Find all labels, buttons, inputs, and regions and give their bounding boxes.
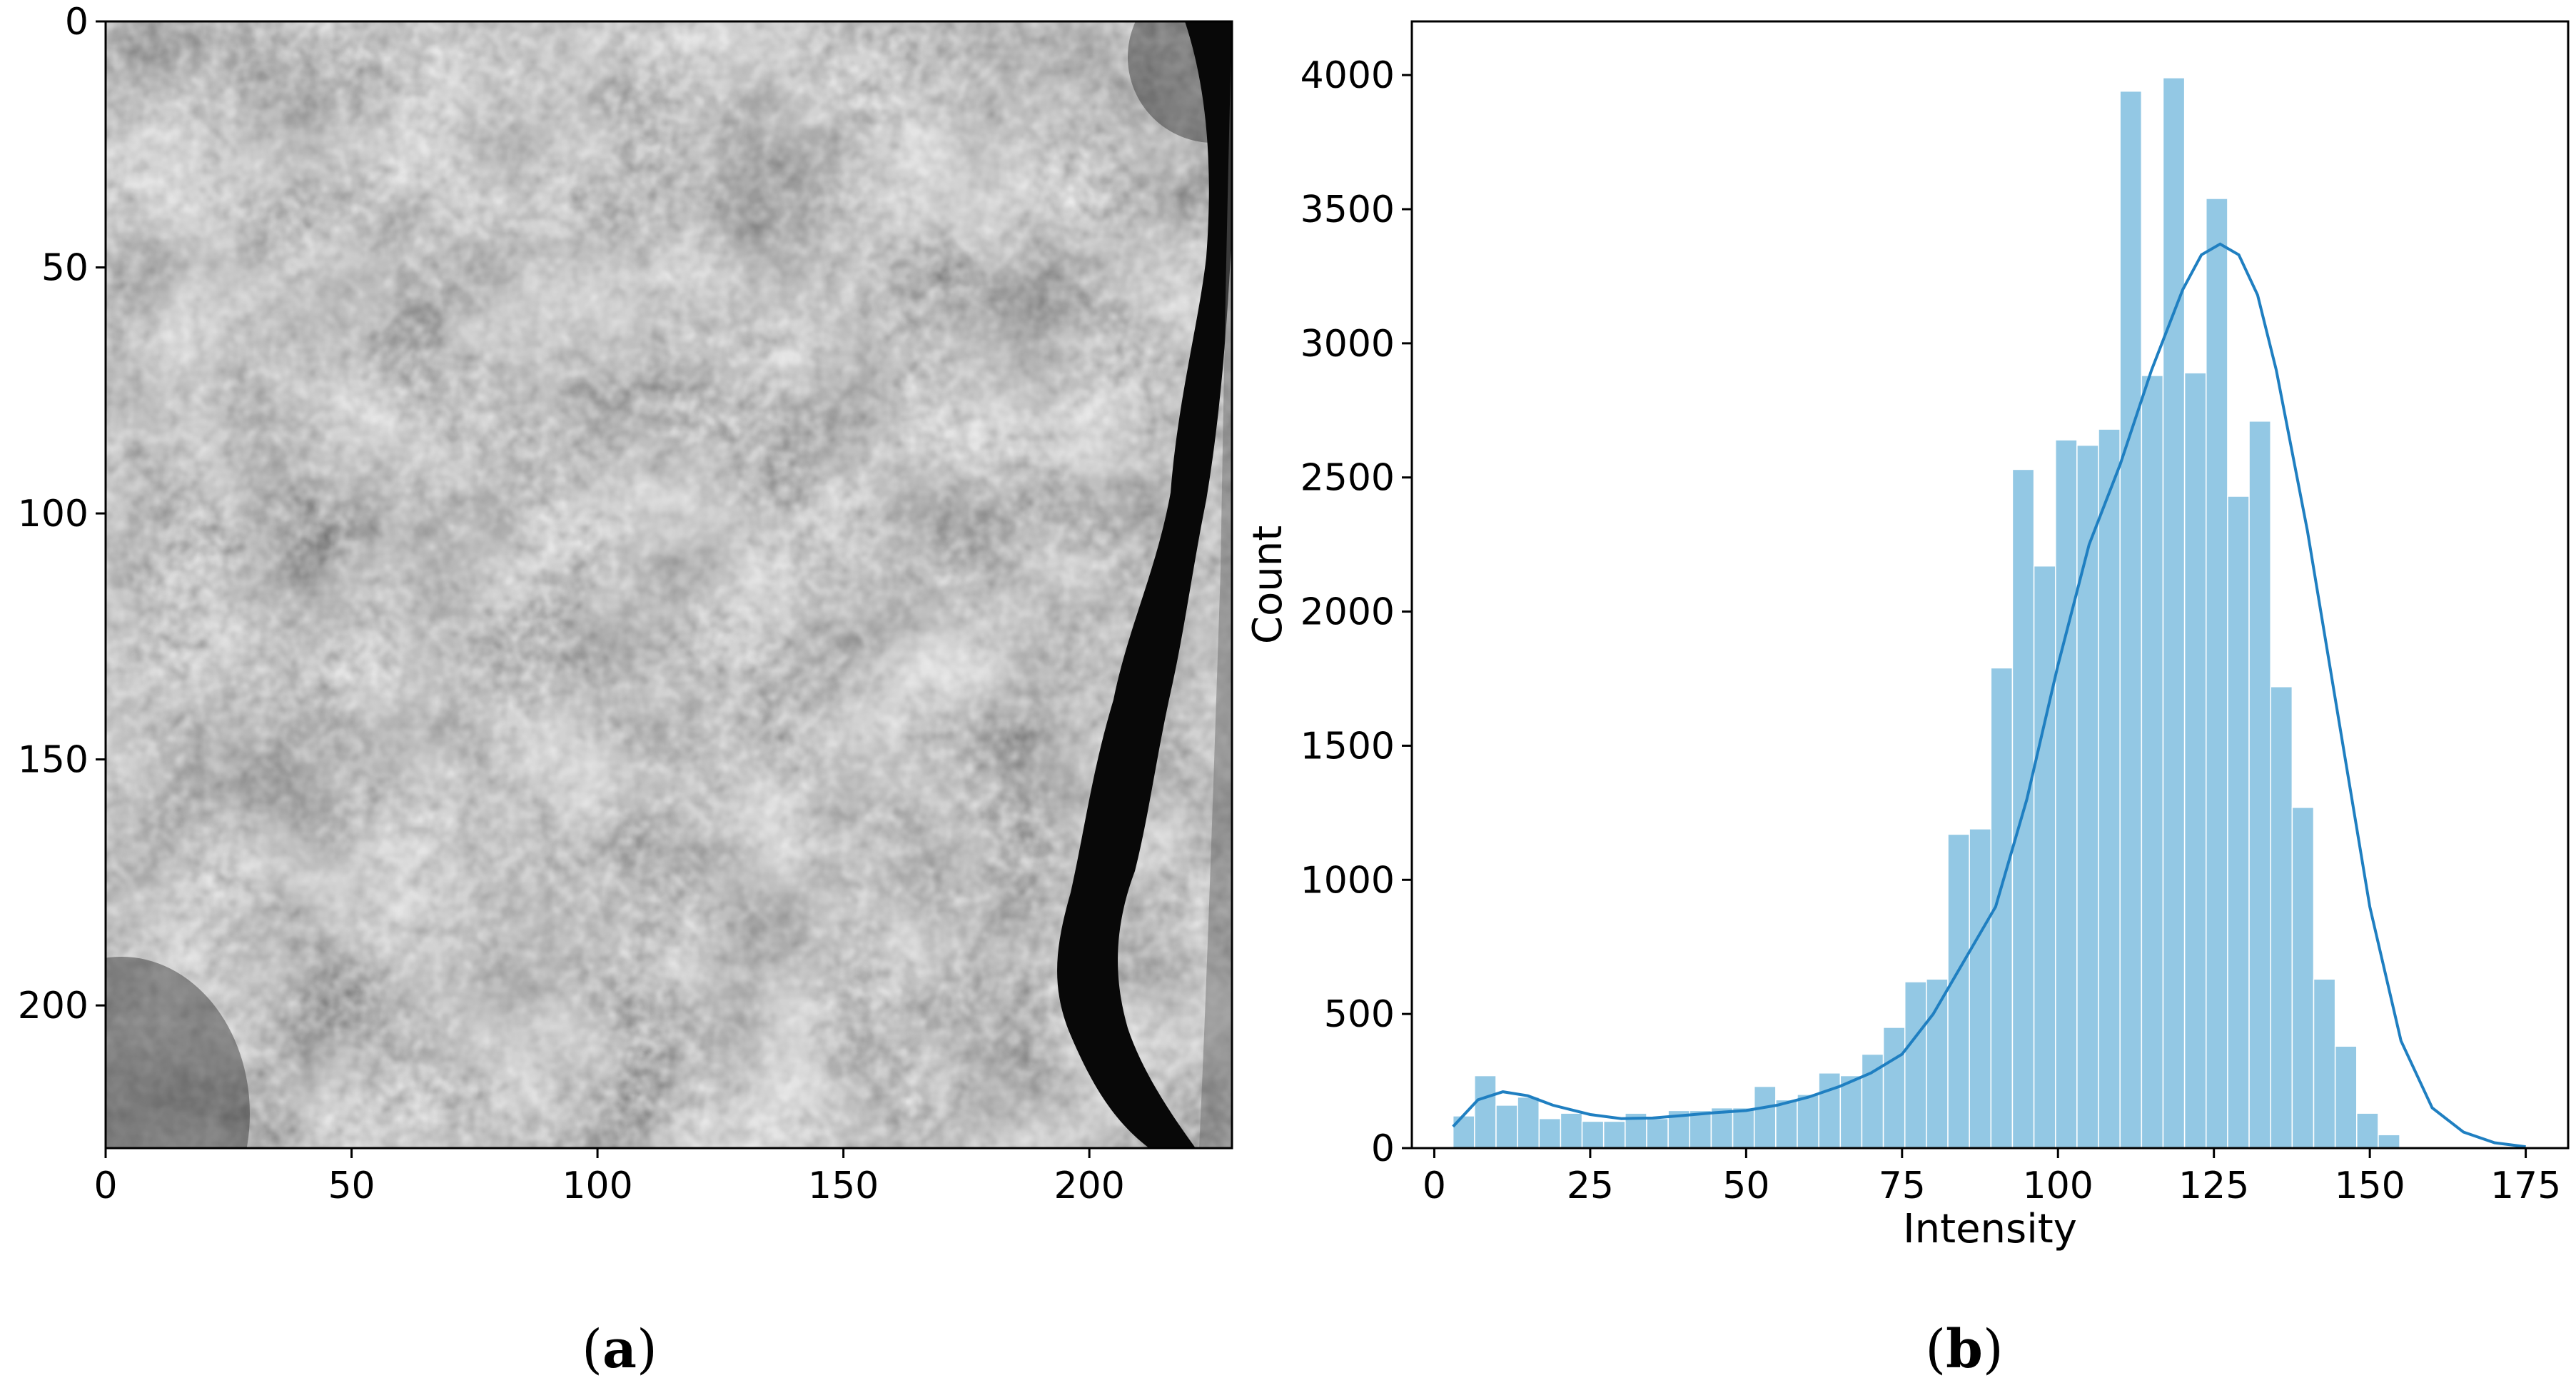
b-xtick-label: 100	[2023, 1165, 2093, 1207]
histogram-bar	[1839, 1075, 1863, 1149]
b-ytick-label: 1500	[1300, 725, 1395, 768]
b-ytick-label: 0	[1371, 1127, 1395, 1170]
panel-a-axes: 0 50 100 150 200 0 50 100 150 200	[18, 1, 1125, 1207]
histogram-bar	[1775, 1099, 1798, 1149]
histogram-bar	[1452, 1115, 1475, 1149]
a-ytick-label: 50	[41, 247, 89, 290]
panel-b-axes: 0 25 50 75 100 125 150 175 0 500 1000 1500 2000 2500 3…	[1300, 54, 2562, 1207]
histogram-bar	[2098, 428, 2121, 1149]
b-xtick-label: 175	[2490, 1165, 2561, 1207]
histogram-bar	[2291, 807, 2315, 1149]
histogram-bar	[2054, 439, 2078, 1149]
histogram-bar	[1474, 1075, 1497, 1149]
panel-a-caption: (a)	[582, 1319, 657, 1380]
histogram-bar	[2313, 978, 2336, 1149]
b-xtick-label: 150	[2335, 1165, 2405, 1207]
histogram-bar	[1710, 1107, 1734, 1149]
histogram-bar	[1602, 1120, 1626, 1149]
histogram-bar	[2206, 198, 2228, 1149]
histogram-bar	[2141, 375, 2164, 1149]
histogram-bar	[1538, 1117, 1562, 1149]
histogram-bar	[2378, 1134, 2400, 1149]
b-xtick-label: 25	[1567, 1165, 1614, 1207]
panel-b-xlabel: Intensity	[1903, 1206, 2077, 1252]
histogram-bar	[1882, 1027, 1906, 1149]
b-ytick-label: 4000	[1300, 54, 1395, 97]
histogram-bar	[2248, 421, 2271, 1149]
b-ytick-label: 3500	[1300, 188, 1395, 231]
a-xtick-label: 150	[808, 1165, 879, 1207]
panel-b-ylabel: Count	[1245, 525, 1291, 644]
panel-b-caption: (b)	[1925, 1319, 2004, 1380]
a-ytick-label: 200	[18, 985, 89, 1027]
a-ytick-label: 150	[18, 739, 89, 782]
histogram-bar	[1581, 1120, 1605, 1149]
b-xtick-label: 0	[1423, 1165, 1446, 1207]
histogram-bar	[2033, 565, 2056, 1149]
b-xtick-label: 50	[1722, 1165, 1769, 1207]
panel-a-image	[106, 21, 1232, 1148]
panel-b-frame	[1410, 20, 2570, 1150]
b-ytick-label: 2000	[1300, 591, 1395, 634]
a-xtick-label: 0	[94, 1165, 117, 1207]
histogram-bar	[1861, 1053, 1884, 1149]
panel-a-frame	[104, 20, 1233, 1150]
histogram-bar	[2119, 90, 2143, 1149]
histogram-bar	[1689, 1110, 1712, 1149]
histogram-bar	[2270, 686, 2293, 1149]
crack-shape	[1057, 21, 1232, 1148]
histogram-bar	[2334, 1045, 2358, 1149]
histogram-bar	[1646, 1117, 1669, 1149]
histogram-bar	[1947, 833, 1970, 1149]
histogram-bar	[2227, 496, 2250, 1149]
histogram-bar	[1495, 1105, 1518, 1149]
histogram-bar	[2183, 372, 2207, 1149]
histogram-bar	[1753, 1085, 1777, 1149]
b-ytick-label: 3000	[1300, 323, 1395, 366]
histogram-bars	[1452, 77, 2400, 1149]
a-ytick-label: 100	[18, 493, 89, 535]
histogram-bar	[1732, 1107, 1755, 1149]
b-ytick-label: 500	[1324, 993, 1395, 1036]
a-xtick-label: 50	[328, 1165, 375, 1207]
histogram-bar	[1560, 1112, 1583, 1149]
b-ytick-label: 2500	[1300, 457, 1395, 500]
b-xtick-label: 125	[2178, 1165, 2249, 1207]
histogram-bar	[2356, 1112, 2379, 1149]
histogram-bar	[1818, 1072, 1842, 1149]
b-ytick-label: 1000	[1300, 859, 1395, 902]
histogram-bar	[1517, 1096, 1540, 1149]
kde-curve	[1452, 242, 2526, 1149]
b-xtick-label: 75	[1879, 1165, 1926, 1207]
a-xtick-label: 200	[1054, 1165, 1125, 1207]
histogram-bar	[1969, 828, 1992, 1149]
histogram-bar	[1904, 981, 1927, 1149]
a-ytick-label: 0	[65, 1, 89, 44]
histogram-bar	[1797, 1094, 1819, 1149]
histogram-bar	[2076, 444, 2099, 1149]
histogram-bar	[2162, 77, 2186, 1149]
a-xtick-label: 100	[562, 1165, 632, 1207]
